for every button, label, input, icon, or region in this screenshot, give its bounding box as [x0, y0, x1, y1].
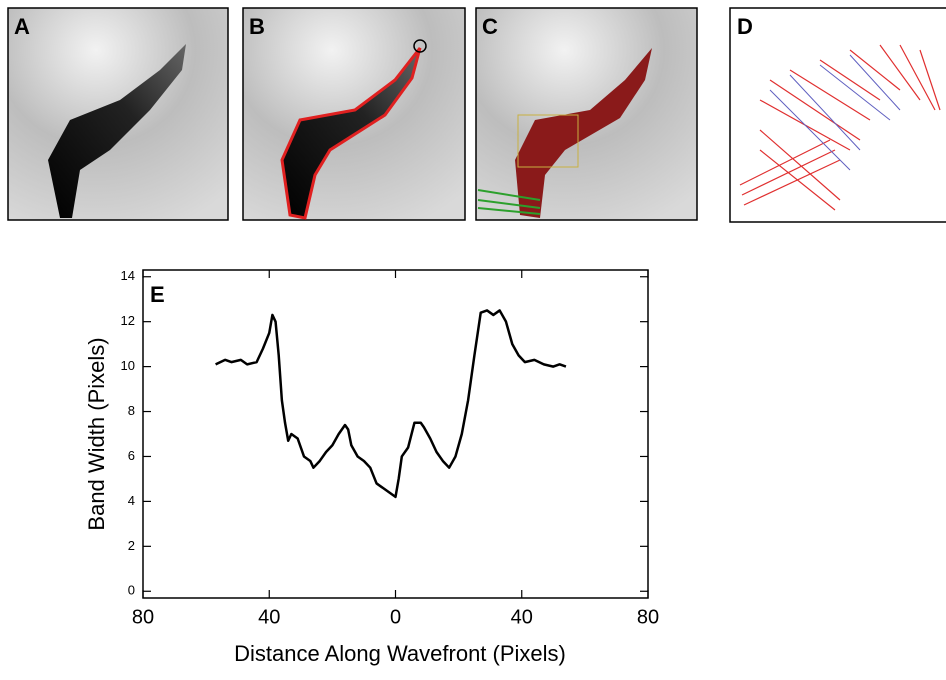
panel-c: C: [475, 7, 698, 221]
y-tick-label: 8: [128, 403, 135, 418]
panel-a: A: [7, 7, 229, 221]
x-tick-label: 80: [637, 606, 659, 628]
y-tick-label: 14: [121, 268, 135, 283]
y-tick-label: 10: [121, 358, 135, 373]
panel-d: D: [729, 7, 946, 223]
panel-label: E: [150, 282, 165, 307]
panel-label: B: [249, 14, 265, 39]
y-tick-label: 0: [128, 583, 135, 598]
y-tick-label: 4: [128, 493, 135, 508]
panel-b: B: [242, 7, 466, 221]
x-tick-label: 40: [511, 606, 533, 628]
plot-frame: [142, 269, 649, 599]
x-tick-label: 40: [258, 606, 280, 628]
panel-label: D: [737, 14, 753, 39]
y-tick-label: 12: [121, 313, 135, 328]
data-line: [215, 309, 567, 499]
panel-label: C: [482, 14, 498, 39]
x-tick-label: 0: [390, 606, 401, 628]
y-tick-label: 2: [128, 538, 135, 553]
panel-label: A: [14, 14, 30, 39]
y-axis-label: Band Width (Pixels): [84, 337, 109, 530]
x-axis-label: Distance Along Wavefront (Pixels): [234, 641, 566, 666]
y-tick-label: 6: [128, 448, 135, 463]
x-tick-label: 80: [132, 606, 154, 628]
